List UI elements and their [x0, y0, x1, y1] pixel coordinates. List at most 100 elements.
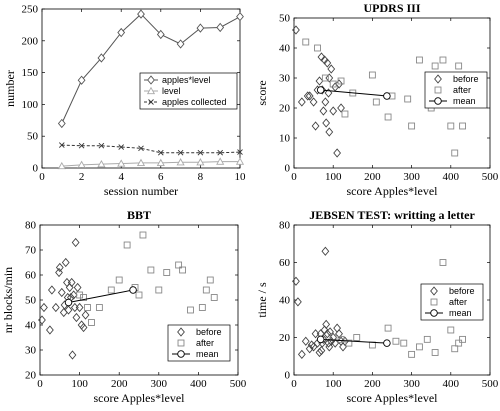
- data-point: [77, 160, 86, 168]
- legend-swatch-marker: [434, 74, 442, 84]
- chart-panel-jebsen-test: 0 100 200 300 400 500 0 20 40 60 80 score Apples*le…: [255, 208, 499, 405]
- data-point-before: [337, 103, 345, 113]
- x-tick-label: 400: [190, 378, 207, 390]
- x-tick-label: 8: [198, 171, 204, 183]
- data-point: [176, 39, 185, 49]
- data-point-before: [68, 350, 77, 360]
- y-tick-label: 0: [285, 370, 291, 382]
- x-marker-stroke: [157, 149, 164, 156]
- data-point-after: [337, 335, 345, 343]
- data-point: [196, 158, 205, 166]
- legend-swatch-marker: [434, 97, 442, 105]
- y-tick-label: 20: [279, 103, 291, 115]
- data-point-before: [319, 106, 328, 116]
- x-tick-label: 400: [443, 378, 460, 390]
- data-point-after: [329, 80, 337, 88]
- data-point-after: [408, 350, 416, 358]
- data-point: [98, 142, 105, 149]
- x-marker-stroke: [148, 99, 154, 105]
- y-tick-label: 40: [25, 320, 37, 332]
- data-point-before: [311, 329, 320, 339]
- mean-point: [129, 286, 137, 294]
- data-point-before: [40, 302, 48, 313]
- x-marker-stroke: [177, 149, 184, 156]
- data-point: [58, 142, 65, 148]
- data-point-after: [187, 306, 194, 314]
- data-point-after: [384, 113, 392, 121]
- x-tick-label: 100: [325, 171, 342, 183]
- data-point: [216, 157, 225, 165]
- x-tick-label: 300: [403, 171, 420, 183]
- y-tick-label: 250: [22, 4, 39, 16]
- data-point-after: [345, 339, 353, 347]
- data-point: [177, 149, 184, 156]
- data-point: [217, 149, 224, 156]
- y-tick-label: 50: [27, 131, 39, 143]
- data-point-after: [147, 266, 155, 274]
- data-point-after: [302, 38, 310, 46]
- data-point: [235, 157, 245, 165]
- data-point: [57, 118, 66, 129]
- y-axis-label: time / s: [255, 282, 269, 318]
- y-axis-label: number: [3, 70, 17, 107]
- legend-swatch-marker: [177, 339, 185, 347]
- x-tick-label: 100: [71, 378, 88, 390]
- legend-label: apples*level: [162, 75, 211, 85]
- data-point-before: [67, 277, 76, 288]
- data-point-before: [70, 302, 79, 313]
- data-point-before: [71, 237, 80, 248]
- legend-label: mean: [449, 308, 472, 318]
- data-point-before: [72, 312, 81, 323]
- data-point-before: [309, 97, 318, 107]
- y-tick-label: 100: [22, 99, 39, 111]
- data-point-before: [64, 305, 73, 315]
- x-tick-label: 500: [230, 378, 247, 390]
- series-line-2: [61, 144, 241, 154]
- data-point-before: [69, 290, 78, 300]
- legend-swatch-marker: [430, 298, 438, 306]
- data-point-before: [294, 297, 302, 307]
- legend-swatch-marker: [430, 286, 438, 296]
- data-point-after: [423, 335, 431, 343]
- x-marker-stroke: [217, 149, 224, 156]
- y-tick-label: 50: [279, 13, 291, 25]
- data-point-after: [408, 122, 416, 130]
- data-point-before: [321, 246, 330, 256]
- data-point-before: [305, 344, 314, 354]
- x-tick-label: 300: [403, 378, 420, 390]
- mean-point: [383, 92, 391, 100]
- data-point-after: [88, 319, 95, 326]
- data-point-before: [301, 336, 310, 346]
- data-point-before: [73, 282, 82, 293]
- y-tick-label: 60: [279, 257, 291, 269]
- data-point-before: [77, 320, 86, 330]
- chart-panel-updrs-iii: 0 100 200 300 400 500 0 10 20 30 40 50 score Apples*…: [255, 1, 499, 198]
- x-axis-label: score Apples*level: [94, 391, 186, 405]
- data-point-after: [202, 286, 210, 294]
- data-point: [157, 149, 164, 156]
- data-point-before: [323, 58, 332, 68]
- data-point-after: [459, 122, 466, 130]
- mean-line: [320, 89, 387, 97]
- data-point-before: [325, 127, 334, 137]
- data-point-before: [331, 338, 340, 348]
- legend-label: after: [449, 297, 467, 307]
- data-point-after: [455, 339, 463, 347]
- data-point: [57, 161, 66, 170]
- y-tick-label: 60: [25, 270, 37, 282]
- y-tick-label: 20: [279, 332, 291, 344]
- plot-frame: [41, 8, 241, 169]
- y-tick-label: 20: [25, 370, 37, 382]
- legend-label: mean: [453, 96, 476, 106]
- x-tick-label: 500: [482, 378, 499, 390]
- data-point: [136, 158, 146, 167]
- chart-title: JEBSEN TEST: writting a letter: [309, 208, 475, 222]
- data-point-before: [303, 91, 312, 101]
- series-line-0: [61, 13, 241, 124]
- legend-swatch-marker: [146, 86, 156, 95]
- data-point-after: [431, 349, 439, 356]
- chart-title: UPDRS III: [363, 1, 420, 15]
- data-point-before: [55, 267, 63, 278]
- data-point: [117, 159, 126, 167]
